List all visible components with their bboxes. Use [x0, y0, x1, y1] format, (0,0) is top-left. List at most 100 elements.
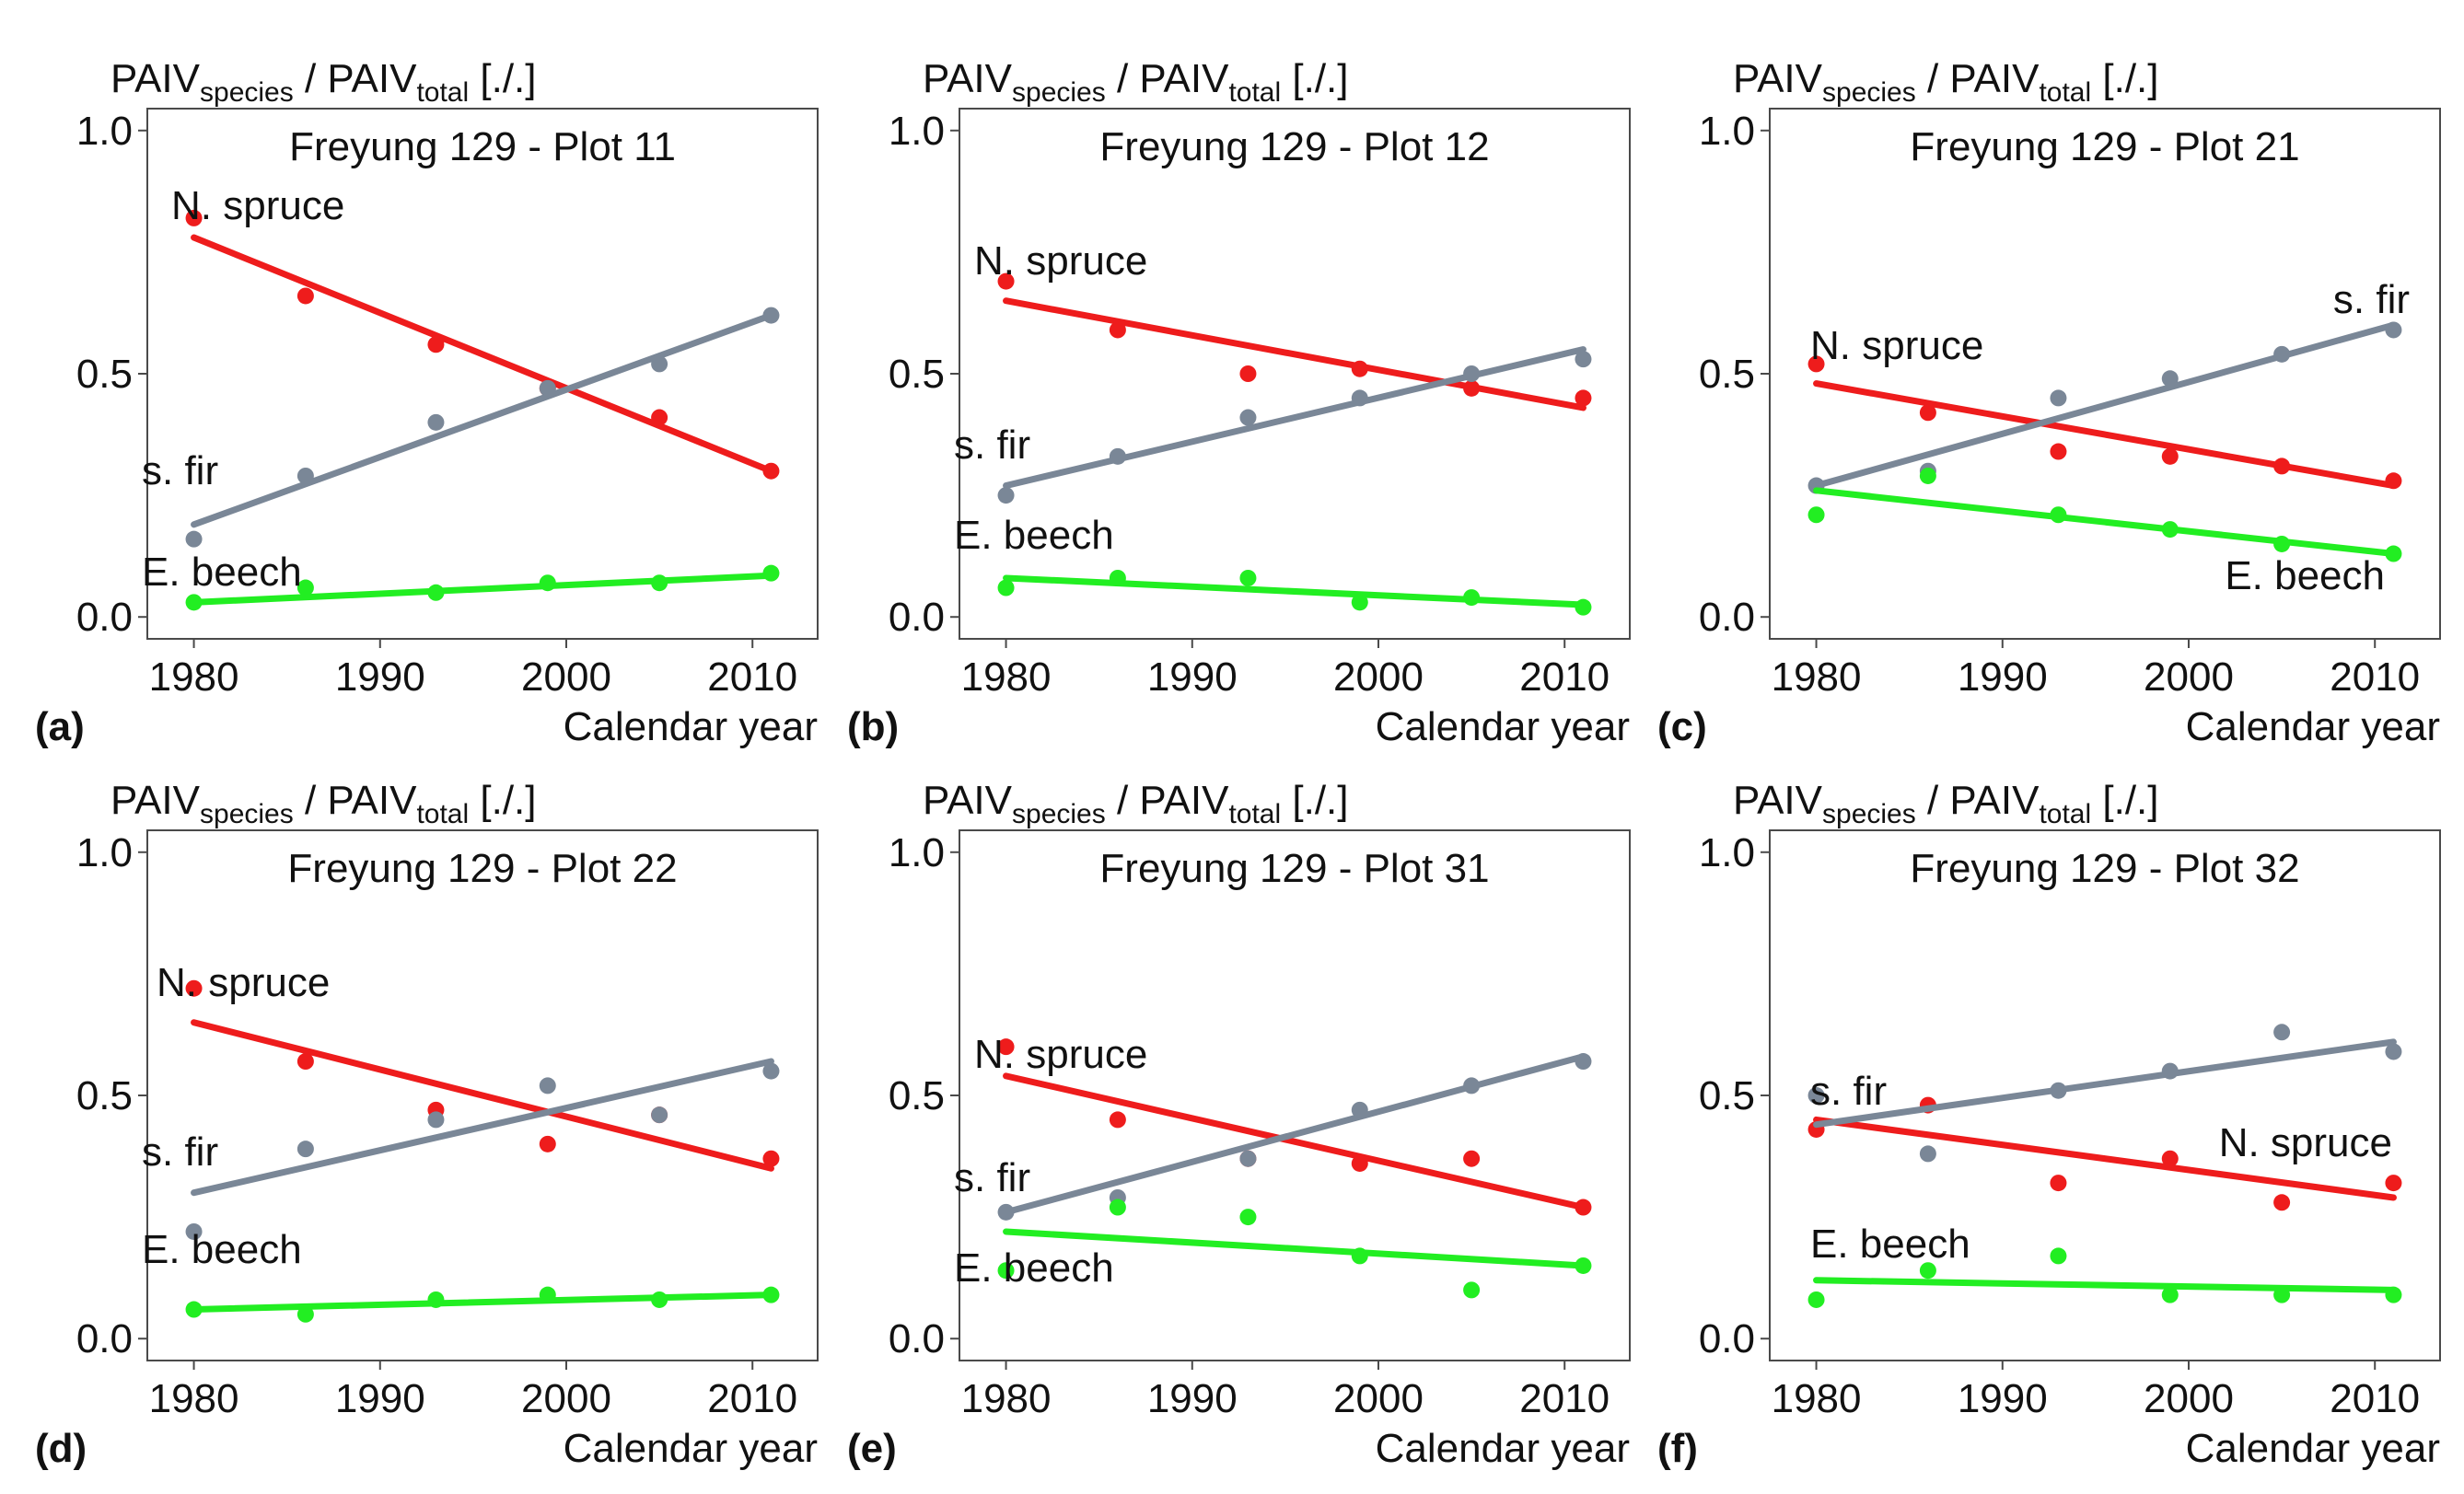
data-point: [1351, 360, 1368, 377]
data-point: [185, 594, 203, 611]
x-tick-label: 2000: [2144, 1376, 2234, 1421]
data-point: [1351, 389, 1368, 407]
panel-5: 0.0 0.5 1.0 1980 1990 2000 2010 PAIVspecies / P…: [847, 778, 1631, 1471]
data-point: [1109, 1111, 1126, 1129]
x-tick-label: 2010: [707, 1376, 797, 1421]
panel-title: Freyung 129 - Plot 11: [289, 124, 676, 169]
data-point: [1919, 404, 1936, 422]
x-axis-label: Calendar year: [1376, 1426, 1630, 1471]
x-tick-label: 2010: [2330, 654, 2420, 700]
data-point: [651, 355, 668, 373]
data-point: [2385, 1043, 2402, 1060]
x-axis-label: Calendar year: [1376, 704, 1630, 749]
data-point: [539, 1135, 556, 1152]
data-point: [1575, 1257, 1592, 1274]
y-tick-label: 0.5: [889, 352, 945, 397]
y-tick-label: 0.5: [889, 1073, 945, 1118]
data-point: [997, 1038, 1015, 1056]
data-point: [1575, 389, 1592, 407]
x-tick-label: 2000: [521, 1376, 611, 1421]
trend-line: [1813, 487, 2397, 558]
data-point: [1807, 355, 1825, 373]
data-point: [2050, 1082, 2067, 1099]
data-point: [1575, 1053, 1592, 1071]
x-tick-label: 2010: [1519, 1376, 1610, 1421]
data-point: [1239, 1150, 1257, 1167]
data-point: [2050, 506, 2067, 524]
data-point: [1351, 1154, 1368, 1172]
x-tick-label: 1990: [335, 654, 425, 700]
panel-title: Freyung 129 - Plot 12: [1099, 124, 1489, 169]
data-point: [1109, 447, 1126, 465]
data-point: [762, 462, 780, 480]
data-point: [185, 979, 203, 997]
data-point: [2273, 1194, 2291, 1211]
data-point: [539, 1077, 556, 1094]
series-e-beech: E. beech: [1807, 467, 2402, 598]
data-point: [296, 287, 314, 305]
species-label: N. spruce: [974, 1032, 1147, 1077]
species-label: E. beech: [2225, 553, 2385, 598]
y-tick-label: 0.0: [889, 1316, 945, 1361]
series-n-spruce: N. spruce: [1807, 323, 2402, 490]
data-point: [185, 209, 203, 226]
series-n-spruce: N. spruce: [974, 1032, 1592, 1216]
data-point: [539, 1286, 556, 1303]
x-axis-label: Calendar year: [564, 704, 818, 749]
data-point: [1463, 1281, 1481, 1299]
data-point: [2385, 545, 2402, 562]
trend-line: [1813, 1277, 2397, 1293]
panel-tag: (a): [35, 704, 85, 749]
x-tick-label: 1980: [1772, 654, 1862, 700]
series-n-spruce: N. spruce: [1807, 1096, 2402, 1211]
data-point: [1239, 365, 1257, 382]
data-point: [2273, 1286, 2291, 1303]
series-n-spruce: N. spruce: [974, 238, 1592, 411]
data-point: [296, 1305, 314, 1323]
series-s-fir: s. fir: [1807, 277, 2410, 494]
plot-frame: [959, 108, 1631, 640]
species-label: N. spruce: [974, 238, 1147, 284]
y-tick-label: 0.0: [1699, 1316, 1755, 1361]
data-point: [2273, 345, 2291, 363]
data-point: [997, 1262, 1015, 1280]
species-label: s. fir: [954, 1155, 1030, 1200]
data-point: [651, 574, 668, 592]
y-tick-label: 1.0: [76, 109, 133, 154]
data-point: [651, 409, 668, 426]
panel-title: Freyung 129 - Plot 21: [1910, 124, 2299, 169]
data-point: [2273, 1024, 2291, 1041]
x-tick-label: 1980: [961, 654, 1052, 700]
trend-line: [1003, 1228, 1586, 1269]
data-point: [1807, 506, 1825, 524]
trend-line: [191, 572, 774, 606]
data-point: [1807, 1291, 1825, 1308]
species-label: E. beech: [1810, 1222, 1970, 1267]
data-point: [2050, 1247, 2067, 1265]
x-tick-label: 1980: [961, 1376, 1052, 1421]
data-point: [296, 467, 314, 484]
y-tick-label: 0.5: [76, 352, 133, 397]
panel-title: Freyung 129 - Plot 31: [1099, 846, 1489, 891]
species-label: E. beech: [142, 1227, 302, 1272]
panel-tag: (f): [1657, 1426, 1698, 1471]
data-point: [2161, 1286, 2179, 1303]
species-label: N. spruce: [2219, 1120, 2392, 1165]
x-tick-label: 2010: [1519, 654, 1610, 700]
trend-line: [191, 1019, 774, 1172]
y-axis-label: PAIVspecies / PAIVtotal [./.]: [923, 778, 1349, 829]
data-point: [2385, 1175, 2402, 1192]
x-tick-label: 1990: [1958, 1376, 2048, 1421]
x-axis-label: Calendar year: [564, 1426, 818, 1471]
y-tick-label: 0.5: [1699, 352, 1755, 397]
data-point: [1351, 594, 1368, 611]
series-e-beech: E. beech: [142, 550, 780, 611]
panel-tag: (e): [847, 1426, 897, 1471]
data-point: [2161, 447, 2179, 465]
x-tick-label: 2000: [1333, 654, 1424, 700]
data-point: [1239, 409, 1257, 426]
species-label: E. beech: [954, 513, 1114, 558]
series-s-fir: s. fir: [954, 1053, 1592, 1221]
data-point: [1575, 1199, 1592, 1216]
data-point: [1919, 1262, 1936, 1280]
